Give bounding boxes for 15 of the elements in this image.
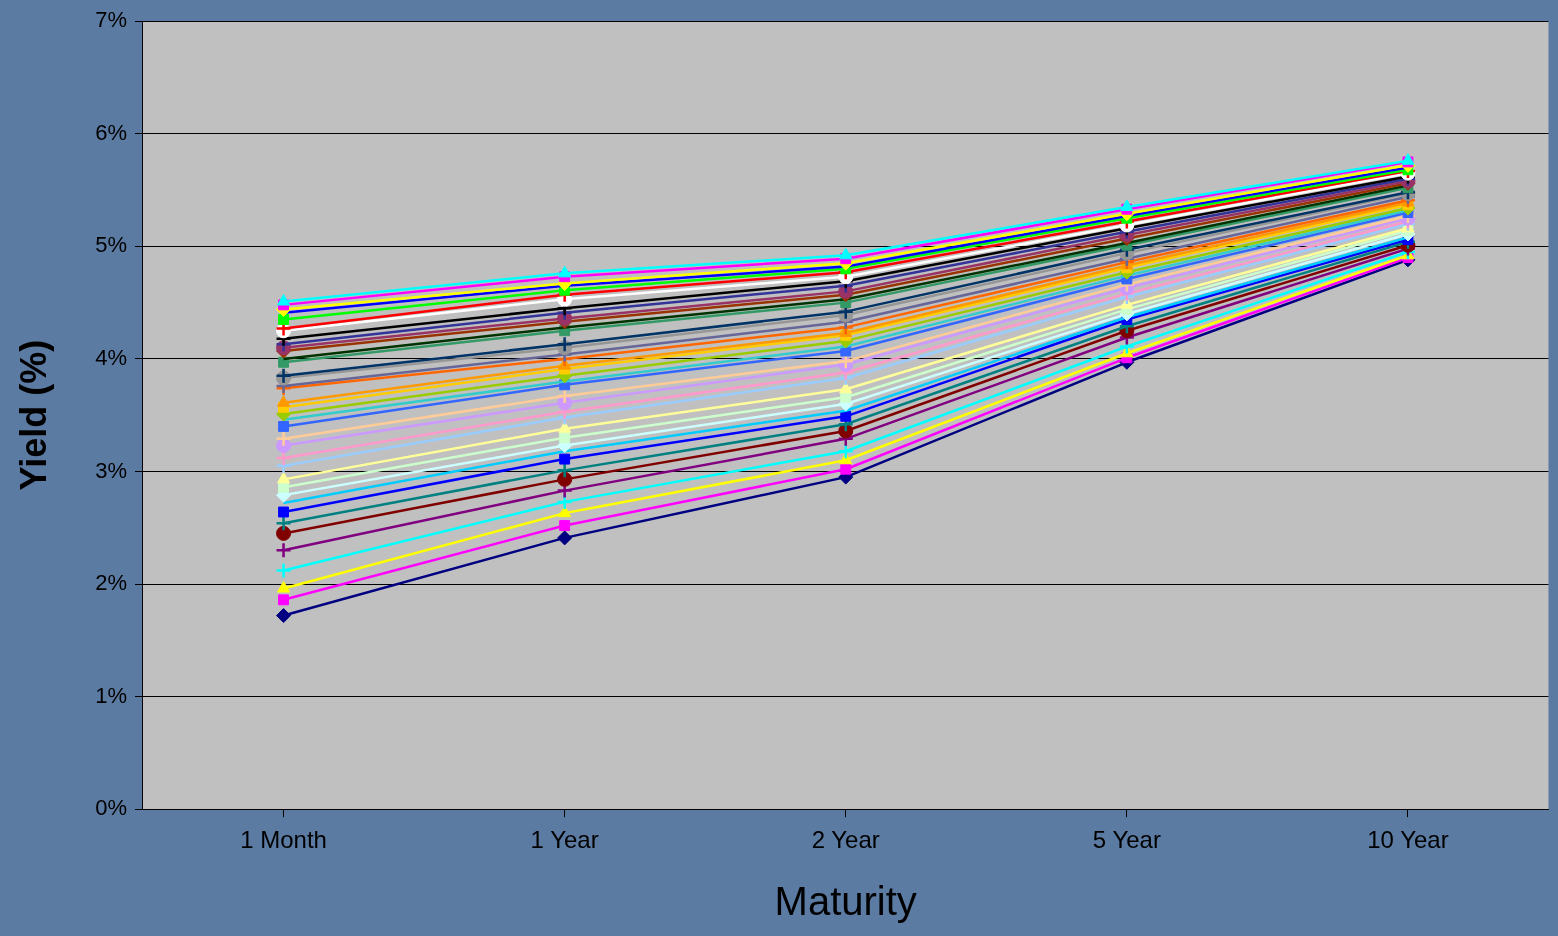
y-tick-label: 1% xyxy=(95,682,127,708)
y-tick-label: 6% xyxy=(95,119,127,145)
x-tick-label: 1 Month xyxy=(240,826,327,854)
y-tick-label: 4% xyxy=(95,344,127,370)
x-axis-title: Maturity xyxy=(774,879,917,924)
y-tick-label: 3% xyxy=(95,457,127,483)
y-tick-label: 2% xyxy=(95,570,127,596)
x-tick-label: 10 Year xyxy=(1367,826,1449,854)
y-tick-label: 0% xyxy=(95,795,127,821)
x-tick-label: 1 Year xyxy=(530,826,599,854)
y-tick-label: 5% xyxy=(95,232,127,258)
y-axis-title: Yield (%) xyxy=(12,339,54,491)
y-tick-label: 7% xyxy=(95,7,127,33)
x-tick-label: 2 Year xyxy=(811,826,880,854)
x-tick-label: 5 Year xyxy=(1092,826,1161,854)
